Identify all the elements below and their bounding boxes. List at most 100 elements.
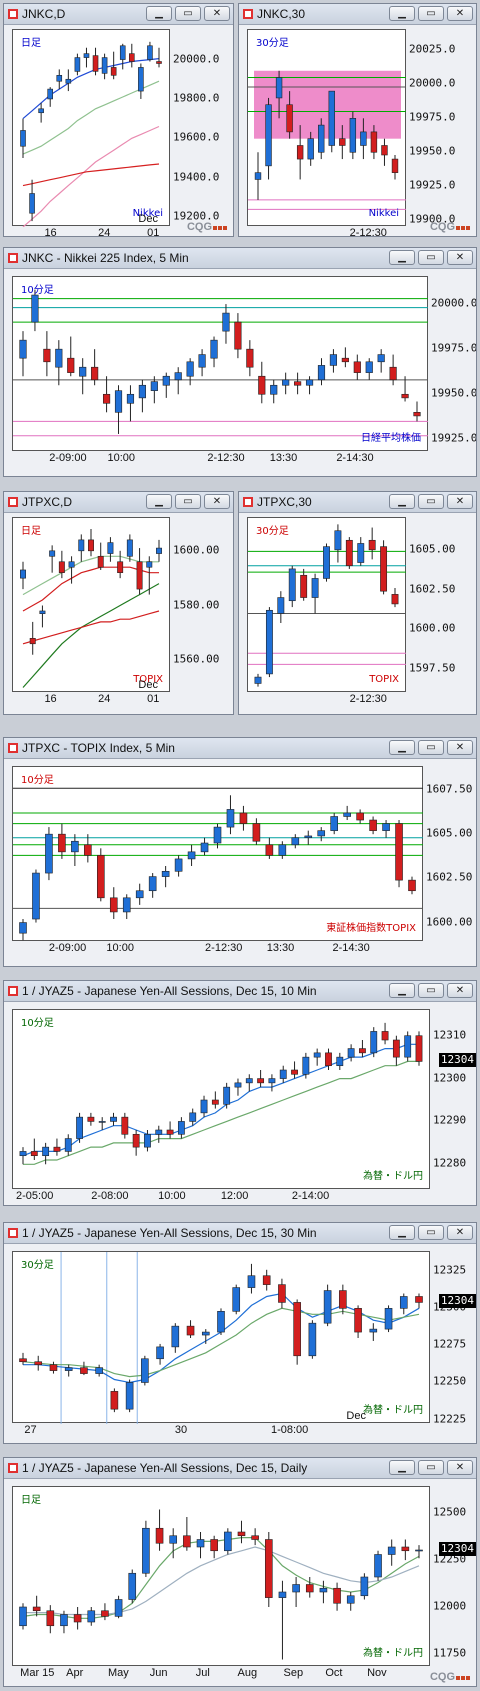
close-button[interactable]: ✕	[447, 6, 473, 21]
y-axis: 20000.0 19975.0 19950.0 19925.0	[428, 276, 476, 451]
restore-button[interactable]: ▭	[418, 6, 444, 21]
candle	[291, 1061, 298, 1079]
restore-button[interactable]: ▭	[418, 1225, 444, 1240]
chart-window[interactable]: 1 / JYAZ5 - Japanese Yen-All Sessions, D…	[3, 1222, 477, 1444]
app-icon[interactable]	[8, 253, 18, 263]
candle	[381, 138, 388, 166]
candle	[125, 1379, 134, 1413]
title-bar[interactable]: 1 / JYAZ5 - Japanese Yen-All Sessions, D…	[4, 981, 476, 1002]
close-button[interactable]: ✕	[204, 494, 230, 509]
minimize-button[interactable]: ▁	[146, 6, 172, 21]
close-button[interactable]: ✕	[447, 740, 473, 755]
title-bar[interactable]: 1 / JYAZ5 - Japanese Yen-All Sessions, D…	[4, 1223, 476, 1244]
title-bar[interactable]: JTPXC - TOPIX Index, 5 Min ▁ ▭ ✕	[4, 738, 476, 759]
minimize-button[interactable]: ▁	[389, 983, 415, 998]
x-tick-label: 24	[98, 693, 111, 705]
chart-window[interactable]: JNKC,30 ▁ ▭ ✕ 30分足 Nikkei 20025.0 20000.0 19975.…	[238, 3, 477, 237]
title-bar[interactable]: JNKC,30 ▁ ▭ ✕	[239, 4, 476, 25]
title-bar[interactable]: JTPXC,D ▁ ▭ ✕	[4, 492, 233, 513]
title-bar[interactable]: JNKC,D ▁ ▭ ✕	[4, 4, 233, 25]
close-button[interactable]: ✕	[447, 494, 473, 509]
window-title: JNKC,30	[257, 7, 306, 21]
candle	[246, 340, 254, 377]
minimize-button[interactable]: ▁	[389, 6, 415, 21]
close-button[interactable]: ✕	[204, 6, 230, 21]
minimize-button[interactable]: ▁	[389, 1225, 415, 1240]
candle	[415, 1545, 423, 1559]
restore-button[interactable]: ▭	[175, 494, 201, 509]
app-icon[interactable]	[8, 1228, 18, 1238]
candle	[169, 1528, 178, 1559]
title-bar[interactable]: 1 / JYAZ5 - Japanese Yen-All Sessions, D…	[4, 1458, 476, 1479]
close-button[interactable]: ✕	[447, 983, 473, 998]
candle	[109, 887, 118, 920]
candle	[270, 379, 278, 404]
minimize-button[interactable]: ▁	[389, 494, 415, 509]
candle	[187, 844, 196, 866]
moving-average-line	[23, 1060, 419, 1165]
y-tick-label: 12275	[433, 1337, 467, 1351]
candle	[265, 97, 272, 180]
plot-area[interactable]: 日足 為替・ドル円	[12, 1486, 430, 1666]
moving-average-line	[22, 566, 159, 612]
y-tick-label: 20000.0	[173, 52, 220, 66]
candle	[293, 1299, 301, 1365]
plot-area[interactable]: 10分足 東証株価指数TOPIX	[12, 766, 424, 941]
chart-window[interactable]: JTPXC - TOPIX Index, 5 Min ▁ ▭ ✕ 10分足 東証株価指数T…	[3, 737, 477, 967]
x-subtick-label: Dec	[138, 679, 158, 691]
chart-window[interactable]: 1 / JYAZ5 - Japanese Yen-All Sessions, D…	[3, 980, 477, 1206]
close-button[interactable]: ✕	[447, 250, 473, 265]
candle	[189, 1108, 197, 1126]
plot-area[interactable]: 10分足 日経平均株価	[12, 276, 429, 451]
y-tick-label: 19950.0	[431, 386, 477, 400]
minimize-button[interactable]: ▁	[389, 1460, 415, 1475]
minimize-button[interactable]: ▁	[389, 250, 415, 265]
chart-window[interactable]: JTPXC,30 ▁ ▭ ✕ 30分足 TOPIX 1605.00 1602.50 1600.0…	[238, 491, 477, 715]
title-bar[interactable]: JTPXC,30 ▁ ▭ ✕	[239, 492, 476, 513]
restore-button[interactable]: ▭	[418, 494, 444, 509]
app-icon[interactable]	[8, 497, 18, 507]
minimize-button[interactable]: ▁	[146, 494, 172, 509]
close-button[interactable]: ✕	[447, 1225, 473, 1240]
restore-button[interactable]: ▭	[418, 1460, 444, 1475]
restore-button[interactable]: ▭	[175, 6, 201, 21]
plot-area[interactable]: 30分足 為替・ドル円	[12, 1251, 430, 1424]
candle	[56, 69, 63, 90]
candle	[83, 47, 90, 68]
y-tick-label: 1602.50	[409, 582, 456, 596]
moving-average-line	[22, 1043, 419, 1157]
period-label: 10分足	[21, 285, 54, 296]
candle	[317, 358, 326, 386]
candle	[20, 118, 26, 159]
plot-area[interactable]: 日足 Nikkei	[12, 29, 170, 227]
chart-window[interactable]: JTPXC,D ▁ ▭ ✕ 日足 TOPIX 1600.00 1580.00 1560.00 16…	[3, 491, 234, 715]
restore-button[interactable]: ▭	[418, 250, 444, 265]
restore-button[interactable]: ▭	[418, 983, 444, 998]
x-tick-label: 10:00	[107, 452, 136, 464]
chart-window[interactable]: 1 / JYAZ5 - Japanese Yen-All Sessions, D…	[3, 1457, 477, 1687]
y-tick-label: 19950.0	[409, 144, 456, 158]
app-icon[interactable]	[8, 986, 18, 996]
plot-area[interactable]: 30分足 TOPIX	[247, 517, 407, 692]
window-title: JNKC - Nikkei 225 Index, 5 Min	[22, 251, 189, 265]
plot-area[interactable]: 10分足 為替・ドル円	[12, 1009, 430, 1189]
minimize-button[interactable]: ▁	[389, 740, 415, 755]
restore-button[interactable]: ▭	[418, 740, 444, 755]
app-icon[interactable]	[8, 9, 18, 19]
close-button[interactable]: ✕	[447, 1460, 473, 1475]
plot-area[interactable]: 30分足 Nikkei	[247, 29, 407, 226]
y-tick-label: 20000.0	[409, 76, 456, 90]
candle	[258, 361, 266, 404]
chart-window[interactable]: JNKC,D ▁ ▭ ✕ 日足 Nikkei 20000.0 19800.0 19600.0 19…	[3, 3, 234, 237]
candle	[78, 534, 85, 562]
app-icon[interactable]	[243, 9, 253, 19]
period-label: 30分足	[256, 526, 289, 537]
app-icon[interactable]	[8, 1463, 18, 1473]
app-icon[interactable]	[243, 497, 253, 507]
y-tick-label: 19600.0	[173, 130, 220, 144]
moving-average-line	[22, 583, 160, 688]
chart-window[interactable]: JNKC - Nikkei 225 Index, 5 Min ▁ ▭ ✕ 10分足 日経平…	[3, 247, 477, 477]
app-icon[interactable]	[8, 743, 18, 753]
plot-area[interactable]: 日足 TOPIX	[12, 517, 170, 692]
title-bar[interactable]: JNKC - Nikkei 225 Index, 5 Min ▁ ▭ ✕	[4, 248, 476, 269]
